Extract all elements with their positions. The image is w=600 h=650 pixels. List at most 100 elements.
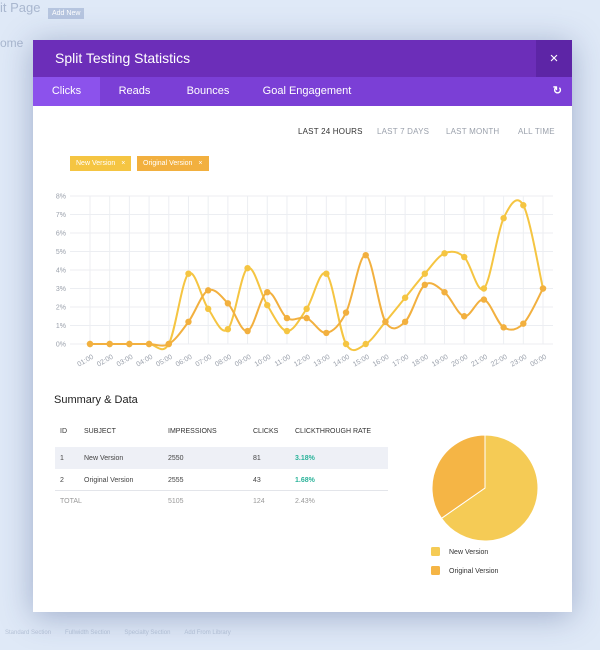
x-tick-label: 08:00 xyxy=(214,354,233,369)
pie-slice xyxy=(431,434,486,519)
filter-tag[interactable]: Original Version × xyxy=(137,156,209,171)
pie-slice xyxy=(440,434,539,542)
bg-title: it Page xyxy=(0,0,41,15)
x-tick-label: 22:00 xyxy=(490,354,509,369)
tab[interactable]: Clicks xyxy=(33,77,100,106)
point xyxy=(480,296,488,303)
point xyxy=(421,270,429,277)
x-tick-label: 12:00 xyxy=(293,354,312,369)
filter-remove[interactable]: × xyxy=(198,160,203,167)
point xyxy=(461,313,468,320)
y-tick-label: 4% xyxy=(56,268,66,275)
table-cell: 43 xyxy=(253,477,261,484)
row-highlight xyxy=(55,447,388,469)
x-tick-label: 10:00 xyxy=(254,354,273,369)
table-total: TOTAL xyxy=(60,498,82,505)
x-tick-label: 18:00 xyxy=(411,354,430,369)
x-tick-label: 07:00 xyxy=(194,354,213,369)
tab[interactable]: Reads xyxy=(118,85,151,97)
point xyxy=(185,270,192,277)
table-cell: 2 xyxy=(60,477,64,484)
tab[interactable]: Bounces xyxy=(186,85,230,97)
time-range[interactable]: LAST 7 DAYS xyxy=(377,127,430,136)
point xyxy=(303,314,310,322)
y-tick-label: 2% xyxy=(56,305,66,312)
tab[interactable]: Goal Engagement xyxy=(262,85,352,97)
chart: 0% 1% 2% 3% 4% 5% 6% 7% 8% 01:00 02:00 03:00 04:00 05… xyxy=(56,194,553,575)
point xyxy=(480,285,488,292)
time-range[interactable]: ALL TIME xyxy=(518,127,555,136)
point xyxy=(204,287,212,294)
point xyxy=(244,327,251,335)
point xyxy=(342,340,350,348)
table-cell: Original Version xyxy=(84,477,134,484)
series-line xyxy=(89,254,544,347)
point xyxy=(461,253,468,261)
point xyxy=(224,326,232,333)
y-tick-label: 7% xyxy=(56,212,66,219)
filter-label: New Version xyxy=(76,160,116,167)
summary-title: Summary & Data xyxy=(54,394,138,406)
point xyxy=(303,305,310,313)
time-range[interactable]: LAST 24 HOURS xyxy=(298,127,363,136)
filter-tag[interactable]: New Version × xyxy=(70,156,132,171)
table-cell: 2550 xyxy=(168,455,184,462)
point xyxy=(500,215,507,222)
point xyxy=(145,340,153,348)
close-button[interactable]: × xyxy=(536,40,572,77)
refresh-button[interactable]: ↻ xyxy=(552,85,562,97)
x-tick-label: 00:00 xyxy=(529,354,548,369)
legend-swatch xyxy=(431,547,440,556)
table-total: 5105 xyxy=(168,498,184,505)
bg-footer-item: Standard Section xyxy=(5,630,52,636)
point xyxy=(362,340,369,348)
bg-footer-item: Fullwidth Section xyxy=(65,630,111,636)
x-tick-label: 23:00 xyxy=(510,354,529,369)
x-tick-label: 11:00 xyxy=(274,354,292,369)
bg-footer-item: Specialty Section xyxy=(124,630,171,636)
point xyxy=(401,294,409,301)
x-tick-label: 15:00 xyxy=(352,354,371,369)
bg-add-new: Add New xyxy=(48,8,85,19)
point xyxy=(441,289,448,296)
bg-footer-item: Add From Library xyxy=(184,630,231,636)
bg-subtitle: ome xyxy=(0,36,24,50)
point xyxy=(264,301,271,309)
y-tick-label: 6% xyxy=(56,231,66,238)
point xyxy=(520,320,527,327)
x-tick-label: 03:00 xyxy=(116,354,135,369)
legend-label: New Version xyxy=(449,549,488,556)
y-tick-label: 3% xyxy=(56,286,66,293)
point xyxy=(342,309,350,316)
point xyxy=(382,318,389,325)
point xyxy=(283,327,291,335)
point xyxy=(244,264,251,272)
table-header: CLICKS xyxy=(253,428,279,435)
x-tick-label: 19:00 xyxy=(431,354,450,369)
x-tick-label: 16:00 xyxy=(372,354,391,369)
table-cell: 1 xyxy=(60,455,64,462)
x-tick-label: 17:00 xyxy=(391,354,410,369)
table-cell: 1.68% xyxy=(295,477,315,484)
point xyxy=(520,202,527,209)
x-tick-label: 02:00 xyxy=(96,354,115,369)
point xyxy=(224,300,232,307)
table-cell: 2555 xyxy=(168,477,184,484)
x-tick-label: 21:00 xyxy=(470,354,489,369)
table-header: IMPRESSIONS xyxy=(168,428,217,435)
point xyxy=(264,289,271,296)
point xyxy=(421,281,429,288)
modal-title: Split Testing Statistics xyxy=(33,40,572,77)
point xyxy=(283,314,291,322)
time-range[interactable]: LAST MONTH xyxy=(446,127,500,136)
y-tick-label: 8% xyxy=(56,194,66,201)
filter-remove[interactable]: × xyxy=(121,160,126,167)
point xyxy=(401,318,409,325)
point xyxy=(165,340,172,348)
table-total: 2.43% xyxy=(295,498,315,505)
point xyxy=(106,340,113,348)
x-tick-label: 05:00 xyxy=(155,354,174,369)
divider xyxy=(55,490,388,491)
x-tick-label: 20:00 xyxy=(451,354,470,369)
